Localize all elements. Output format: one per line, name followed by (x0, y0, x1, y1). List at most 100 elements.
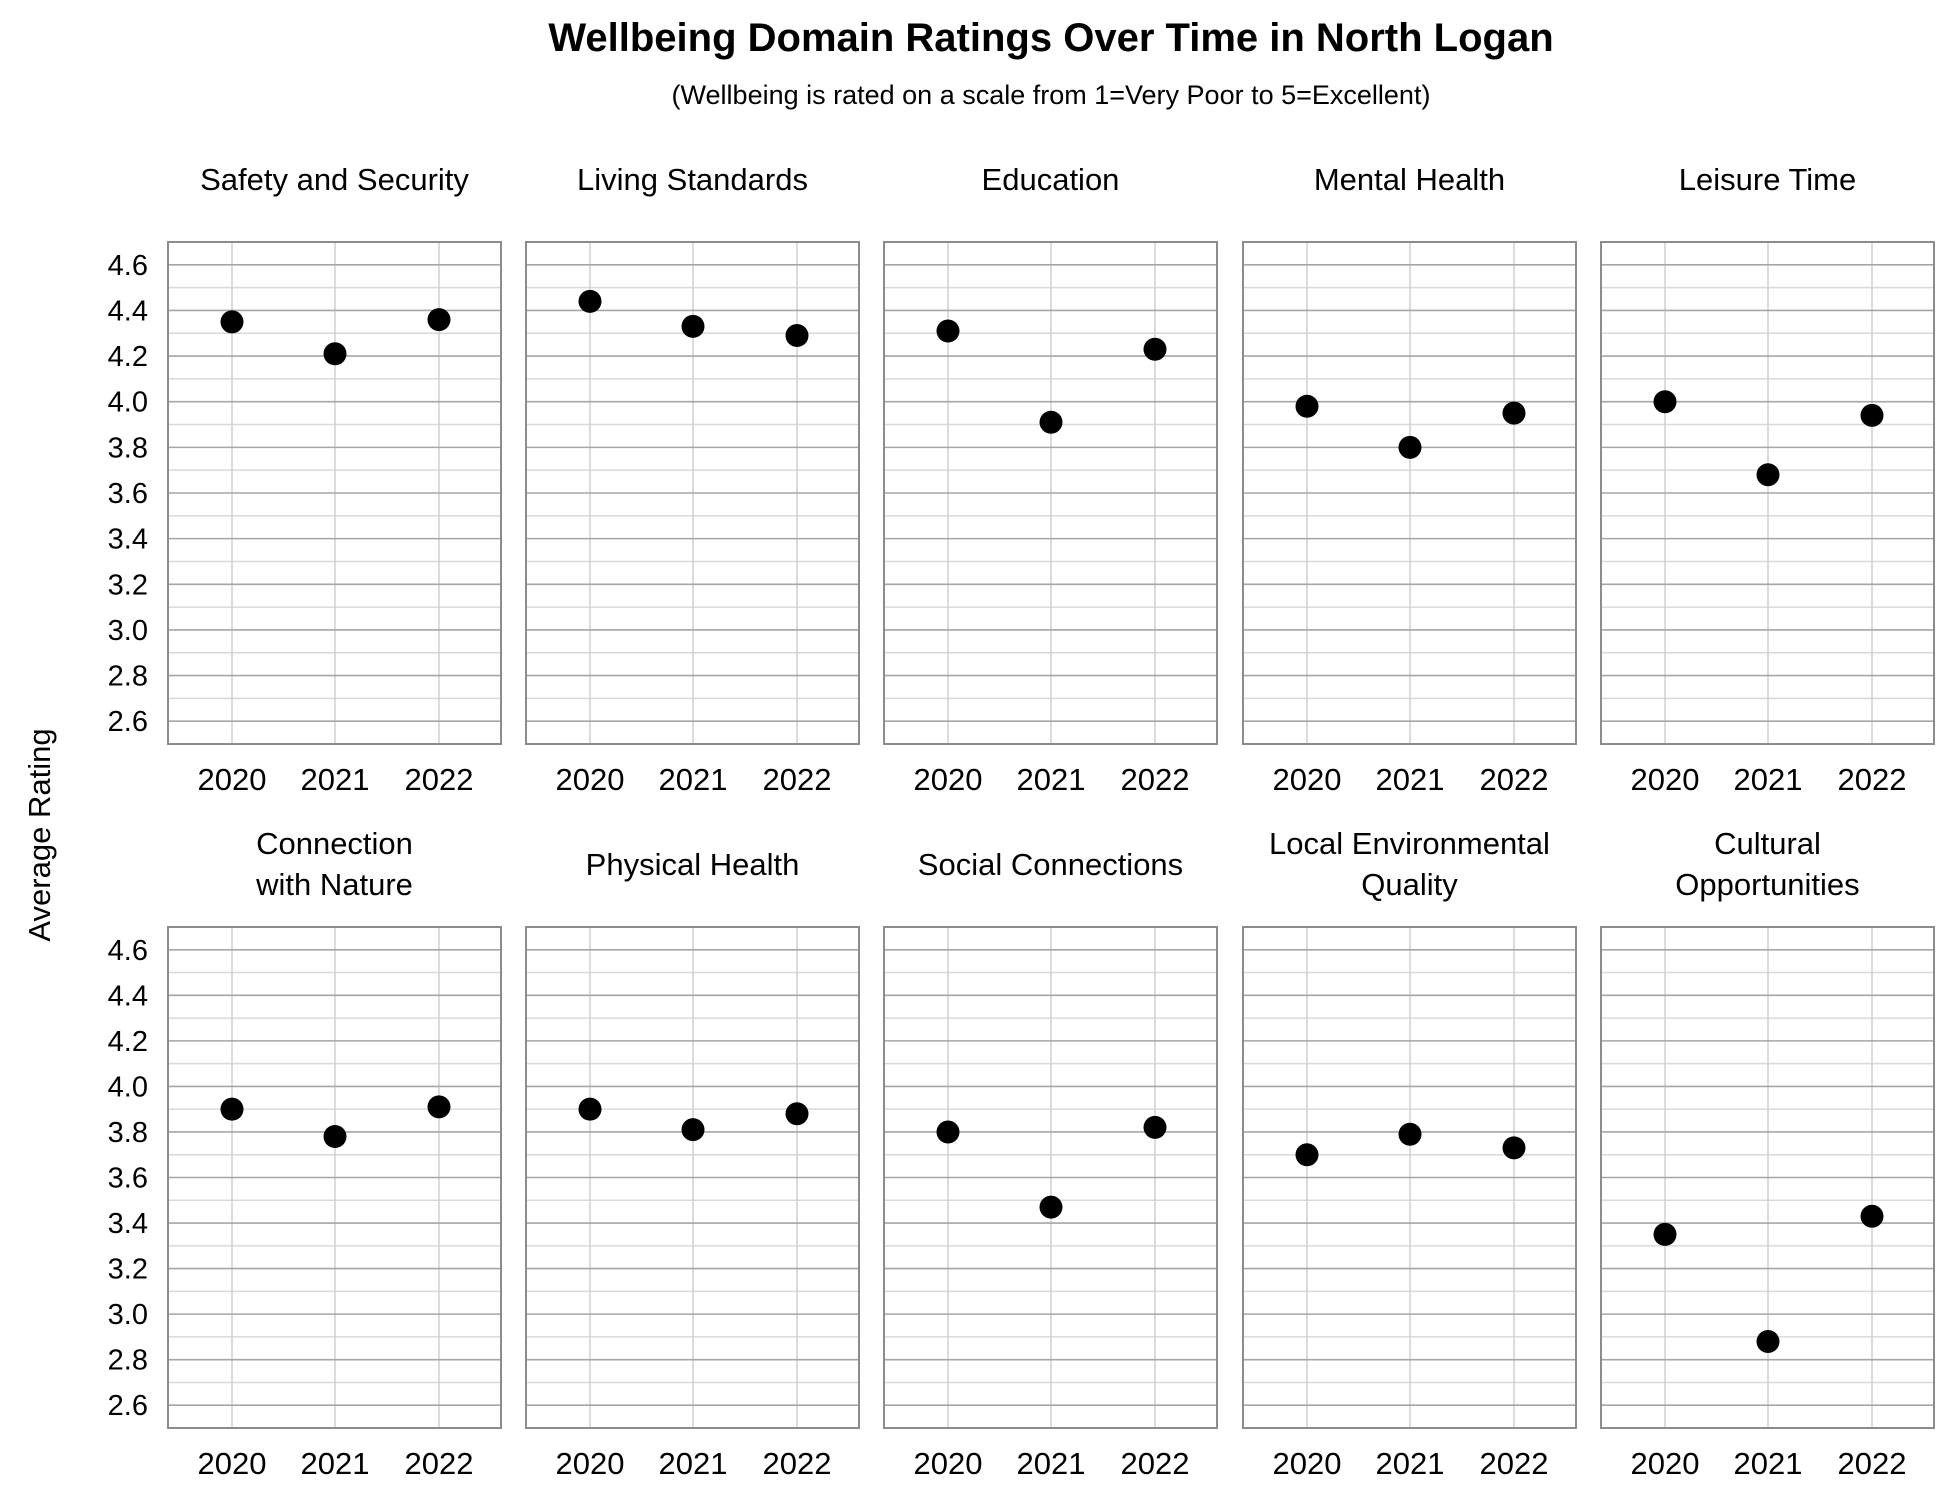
x-tick-label: 2020 (914, 1446, 983, 1481)
data-point (1502, 1136, 1526, 1160)
data-point (323, 342, 347, 366)
data-point (1502, 401, 1526, 425)
facet-label: Local Environmental Quality (1269, 826, 1550, 902)
data-point (1398, 1122, 1422, 1146)
panels: Safety and Security 2020 2021 2022 2.6 2.8 3.0… (108, 162, 1935, 1481)
x-tick-label: 2020 (198, 762, 267, 797)
y-tick-label: 3.8 (108, 1117, 148, 1149)
facet-panel: Local Environmental Quality 2020 2021 2022 (1242, 826, 1577, 1481)
x-tick-label: 2021 (1734, 1446, 1803, 1481)
x-tick-label: 2020 (914, 762, 983, 797)
data-point (785, 324, 809, 348)
data-point (936, 1120, 960, 1144)
data-point (1860, 1204, 1884, 1228)
chart-title: Wellbeing Domain Ratings Over Time in No… (548, 16, 1553, 60)
y-tick-label: 3.6 (108, 1163, 148, 1195)
facet-panel: Living Standards 2020 2021 2022 (525, 162, 860, 797)
data-point (427, 1095, 451, 1119)
data-point (1143, 337, 1167, 361)
panel-border (525, 241, 860, 745)
x-tick-label: 2020 (198, 1446, 267, 1481)
panel-border (525, 926, 860, 1429)
x-tick-label: 2021 (301, 1446, 370, 1481)
data-point (1653, 1222, 1677, 1246)
chart-subtitle: (Wellbeing is rated on a scale from 1=Ve… (672, 80, 1431, 110)
y-tick-label: 3.6 (108, 478, 148, 510)
y-tick-label: 4.4 (108, 980, 148, 1012)
y-tick-label: 4.0 (108, 1071, 148, 1103)
y-tick-label: 2.8 (108, 1345, 148, 1377)
data-point (578, 289, 602, 313)
facet-panel: Cultural Opportunities 2020 2021 2022 (1600, 826, 1935, 1481)
facet-label: Mental Health (1314, 162, 1505, 197)
facet-label: Connection with Nature (255, 826, 413, 902)
data-point (1653, 390, 1677, 414)
facet-panel: Social Connections 2020 2021 2022 (883, 847, 1218, 1481)
data-point (427, 308, 451, 332)
y-tick-label: 4.0 (108, 387, 148, 419)
x-tick-label: 2021 (1376, 1446, 1445, 1481)
facet-label: Social Connections (918, 847, 1183, 882)
x-tick-label: 2021 (659, 1446, 728, 1481)
y-tick-label: 3.4 (108, 524, 148, 556)
data-point (936, 319, 960, 343)
data-point (1756, 1329, 1780, 1353)
panel-border (167, 926, 502, 1429)
x-tick-label: 2022 (1121, 1446, 1190, 1481)
y-tick-label: 4.2 (108, 1026, 148, 1058)
data-point (785, 1102, 809, 1126)
panel-border (883, 926, 1218, 1429)
y-tick-label: 3.2 (108, 1254, 148, 1286)
x-tick-label: 2022 (1838, 1446, 1907, 1481)
facet-panel: Leisure Time 2020 2021 2022 (1600, 162, 1935, 797)
x-tick-label: 2022 (763, 762, 832, 797)
data-point (1039, 410, 1063, 434)
y-tick-label: 4.2 (108, 341, 148, 373)
data-point (1860, 403, 1884, 427)
data-point (1295, 1143, 1319, 1167)
x-tick-label: 2020 (1273, 762, 1342, 797)
panel-border (1600, 926, 1935, 1429)
y-tick-label: 4.6 (108, 935, 148, 967)
data-point (681, 1118, 705, 1142)
x-tick-label: 2021 (1376, 762, 1445, 797)
facet-panel: Education 2020 2021 2022 (883, 162, 1218, 797)
facet-label: Leisure Time (1679, 162, 1856, 197)
x-tick-label: 2022 (1121, 762, 1190, 797)
x-tick-label: 2022 (405, 762, 474, 797)
y-tick-label: 3.0 (108, 1299, 148, 1331)
data-point (220, 310, 244, 334)
data-point (578, 1097, 602, 1121)
y-tick-label: 4.6 (108, 250, 148, 282)
facet-panel: Safety and Security 2020 2021 2022 2.6 2.8 3.0… (108, 162, 502, 797)
data-point (1756, 463, 1780, 487)
panel-border (883, 241, 1218, 745)
data-point (1039, 1195, 1063, 1219)
data-point (1398, 435, 1422, 459)
y-tick-label: 3.8 (108, 432, 148, 464)
x-tick-label: 2020 (1631, 762, 1700, 797)
y-tick-label: 3.0 (108, 615, 148, 647)
x-tick-label: 2021 (301, 762, 370, 797)
y-tick-label: 3.4 (108, 1208, 148, 1240)
data-point (323, 1125, 347, 1149)
x-tick-label: 2021 (1734, 762, 1803, 797)
panel-border (1600, 241, 1935, 745)
facet-panel: Physical Health 2020 2021 2022 (525, 847, 860, 1481)
x-tick-label: 2021 (659, 762, 728, 797)
data-point (681, 314, 705, 338)
facet-label: Cultural Opportunities (1675, 826, 1859, 902)
facet-label: Education (982, 162, 1120, 197)
y-tick-label: 2.6 (108, 1390, 148, 1422)
x-tick-label: 2022 (405, 1446, 474, 1481)
data-point (220, 1097, 244, 1121)
panel-border (1242, 241, 1577, 745)
facet-label: Physical Health (586, 847, 800, 882)
x-tick-label: 2022 (1838, 762, 1907, 797)
x-tick-label: 2022 (1480, 762, 1549, 797)
x-tick-label: 2020 (556, 1446, 625, 1481)
facet-label: Living Standards (577, 162, 808, 197)
x-tick-label: 2022 (763, 1446, 832, 1481)
y-axis-label: Average Rating (22, 728, 57, 941)
y-tick-label: 2.8 (108, 661, 148, 693)
